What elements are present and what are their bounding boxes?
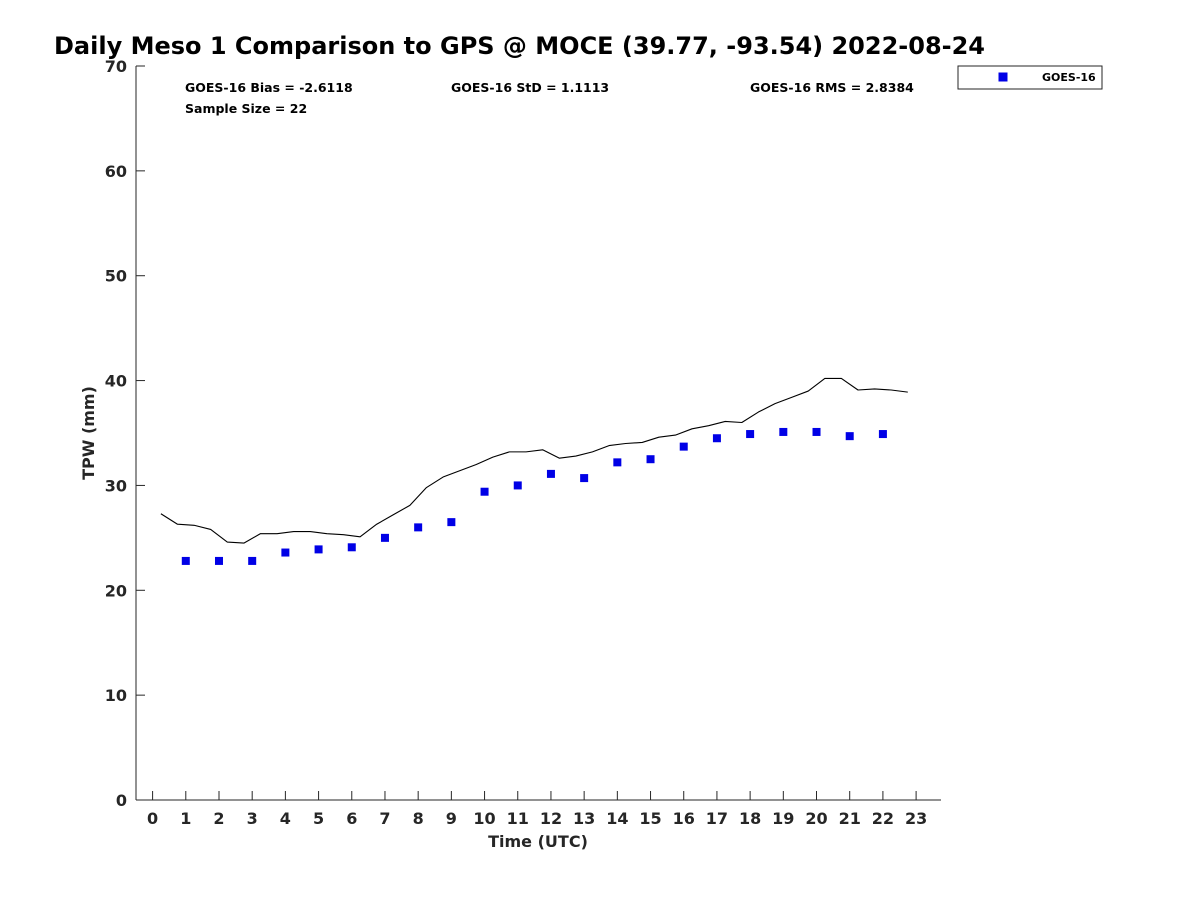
goes-16-point: [746, 430, 755, 439]
y-tick-label: 40: [105, 372, 127, 391]
x-tick-label: 5: [313, 809, 324, 828]
y-ticks: 0 10 20 30 40 50 60 70: [105, 57, 145, 810]
x-tick-label: 10: [473, 809, 495, 828]
x-tick-label: 9: [446, 809, 457, 828]
y-tick-label: 60: [105, 162, 127, 181]
goes-16-point: [248, 556, 257, 565]
goes-16-point: [712, 434, 721, 443]
goes-16-series: [181, 427, 887, 565]
x-tick-label: 22: [872, 809, 894, 828]
y-tick-label: 70: [105, 57, 127, 76]
x-tick-label: 20: [805, 809, 827, 828]
x-ticks: 0 1 2 3 4 5 6 7 8 9 10 11 12 13 14 15 16 17 18 19 20 21 22 23: [147, 791, 927, 828]
goes-16-point: [845, 432, 854, 441]
x-tick-label: 13: [573, 809, 595, 828]
bias-stat: GOES-16 Bias = -2.6118: [185, 80, 353, 95]
x-tick-label: 16: [673, 809, 695, 828]
x-tick-label: 12: [540, 809, 562, 828]
goes-16-point: [779, 427, 788, 436]
y-axis-label: TPW (mm): [79, 386, 98, 480]
goes-16-point: [679, 442, 688, 451]
x-tick-label: 7: [379, 809, 390, 828]
x-tick-label: 0: [147, 809, 158, 828]
x-tick-label: 11: [507, 809, 529, 828]
sample-size-stat: Sample Size = 22: [185, 101, 307, 116]
x-tick-label: 19: [772, 809, 794, 828]
goes-16-point: [812, 427, 821, 436]
x-tick-label: 8: [413, 809, 424, 828]
goes-16-point: [181, 556, 190, 565]
x-tick-label: 3: [247, 809, 258, 828]
goes-16-point: [513, 481, 522, 490]
goes-16-point: [546, 469, 555, 478]
goes-16-point: [414, 523, 423, 532]
rms-stat: GOES-16 RMS = 2.8384: [750, 80, 914, 95]
goes-16-point: [480, 487, 489, 496]
x-tick-label: 15: [639, 809, 661, 828]
axes: [135, 66, 941, 801]
legend-marker-goes-16: [998, 72, 1008, 82]
goes-16-point: [878, 430, 887, 439]
goes-16-point: [281, 548, 290, 557]
goes-16-point: [646, 455, 655, 464]
goes-16-point: [214, 556, 223, 565]
x-tick-label: 17: [706, 809, 728, 828]
goes-16-point: [347, 543, 356, 552]
x-tick-label: 2: [213, 809, 224, 828]
x-tick-label: 6: [346, 809, 357, 828]
gps-series: [160, 377, 908, 544]
x-tick-label: 1: [180, 809, 191, 828]
goes-16-point: [580, 474, 589, 483]
y-tick-label: 30: [105, 476, 127, 495]
goes-16-point: [314, 545, 323, 554]
y-tick-label: 10: [105, 686, 127, 705]
y-tick-label: 20: [105, 581, 127, 600]
x-axis-label: Time (UTC): [488, 832, 588, 851]
y-tick-label: 0: [116, 791, 127, 810]
legend: GOES-16: [957, 65, 1103, 90]
x-tick-label: 18: [739, 809, 761, 828]
x-tick-label: 14: [606, 809, 628, 828]
goes-16-point: [613, 458, 622, 467]
std-stat: GOES-16 StD = 1.1113: [451, 80, 609, 95]
x-tick-label: 4: [280, 809, 291, 828]
legend-box: [957, 65, 1103, 90]
legend-label-goes-16: GOES-16: [1042, 71, 1096, 84]
x-tick-label: 23: [905, 809, 927, 828]
x-tick-label: 21: [839, 809, 861, 828]
chart-title: Daily Meso 1 Comparison to GPS @ MOCE (3…: [54, 32, 985, 60]
y-tick-label: 50: [105, 267, 127, 286]
gps-line: [160, 377, 908, 544]
goes-16-point: [380, 533, 389, 542]
goes-16-point: [447, 518, 456, 527]
